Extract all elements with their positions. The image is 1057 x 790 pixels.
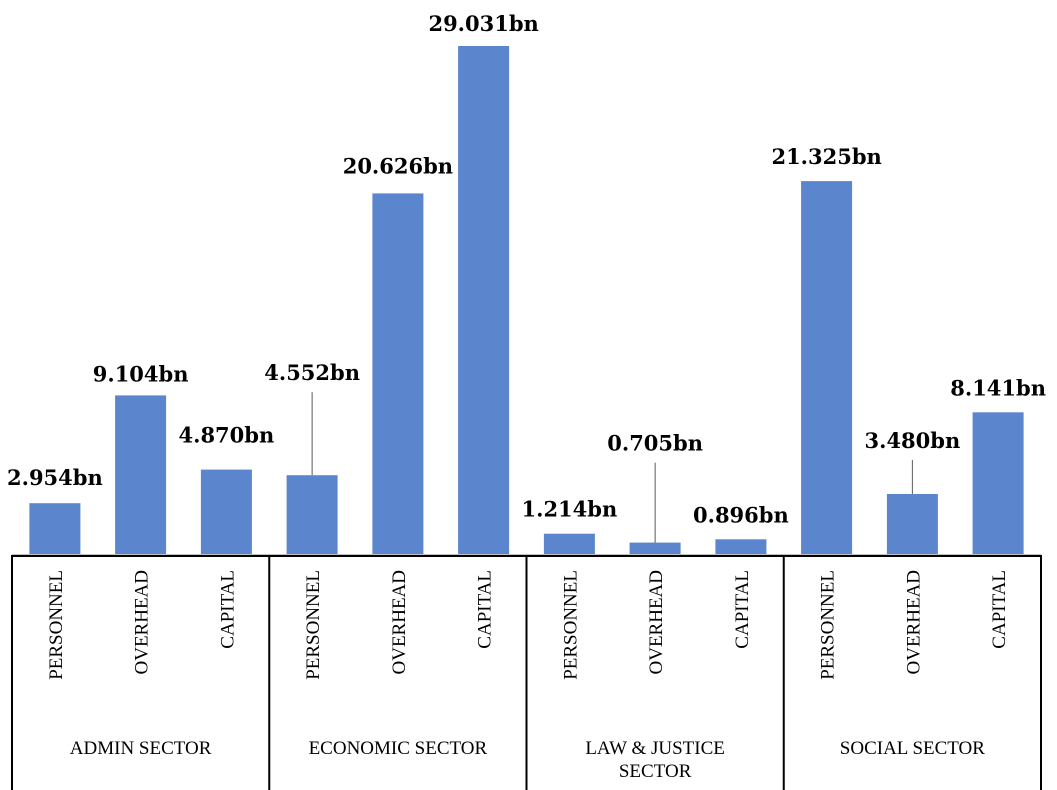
data-label: 9.104bn: [93, 361, 189, 386]
bar-overhead-5: [372, 193, 424, 555]
bar-personnel-7: [543, 533, 595, 555]
category-tick-label: CAPITAL: [475, 570, 496, 649]
bar-overhead-2: [115, 395, 167, 555]
category-tick-label: OVERHEAD: [646, 570, 667, 675]
bar-overhead-8: [629, 542, 681, 555]
bar-overhead-11: [886, 494, 938, 555]
data-label: 0.705bn: [607, 431, 703, 456]
data-label: 8.141bn: [950, 375, 1046, 400]
category-axis: PERSONNEL OVERHEAD CAPITAL PERSONNEL OVERHEA…: [11, 554, 1042, 790]
data-label: 0.896bn: [693, 502, 789, 527]
data-label: 2.954bn: [7, 465, 103, 490]
data-label: 4.552bn: [264, 360, 360, 385]
category-tick-label: OVERHEAD: [903, 570, 924, 675]
group-label: ECONOMIC SECTOR: [309, 738, 488, 759]
data-label: 4.870bn: [179, 423, 275, 448]
category-tick-label: PERSONNEL: [818, 570, 839, 680]
bars-layer: [29, 46, 1024, 555]
category-tick-label: OVERHEAD: [389, 570, 410, 675]
group-label: SOCIAL SECTOR: [840, 738, 985, 759]
data-labels-layer: 2.954bn 9.104bn 4.870bn 4.552bn 20.626bn 29.0…: [7, 11, 1046, 527]
category-tick-label: PERSONNEL: [303, 570, 324, 680]
bar-personnel-4: [286, 475, 338, 555]
data-label: 21.325bn: [771, 144, 881, 169]
category-tick-label: PERSONNEL: [46, 570, 67, 680]
data-label: 3.480bn: [865, 428, 961, 453]
data-label: 29.031bn: [428, 11, 538, 36]
leader-lines-layer: [311, 392, 913, 543]
category-tick-label: PERSONNEL: [560, 570, 581, 680]
category-tick-label: OVERHEAD: [132, 570, 153, 675]
data-label: 1.214bn: [522, 497, 618, 522]
group-label: LAW & JUSTICE SECTOR: [585, 738, 725, 782]
data-label: 20.626bn: [343, 153, 453, 178]
bar-capital-3: [200, 469, 252, 555]
category-tick-label: CAPITAL: [217, 570, 238, 649]
bar-personnel-1: [29, 503, 81, 555]
group-label: ADMIN SECTOR: [70, 738, 212, 759]
category-tick-label: CAPITAL: [732, 570, 753, 649]
bar-capital-6: [458, 46, 510, 555]
bar-capital-9: [715, 539, 767, 555]
bar-capital-12: [972, 412, 1024, 555]
category-tick-label: CAPITAL: [989, 570, 1010, 649]
bar-personnel-10: [801, 181, 853, 555]
